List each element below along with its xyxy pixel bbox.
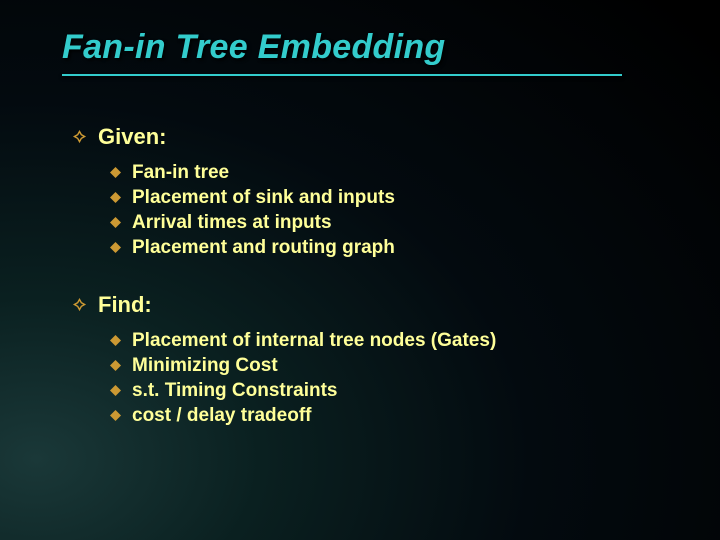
item-text: Arrival times at inputs: [132, 212, 332, 233]
item-text: s.t. Timing Constraints: [132, 380, 338, 401]
item-text: Fan-in tree: [132, 162, 229, 183]
diamond-bullet-icon: [110, 335, 121, 346]
item-text: Placement of internal tree nodes (Gates): [132, 330, 496, 351]
bullet-level2: cost / delay tradeoff: [110, 405, 670, 427]
item-text: Minimizing Cost: [132, 355, 278, 376]
clover-bullet-icon: [72, 129, 87, 144]
diamond-bullet-icon: [110, 192, 121, 203]
bullet-level2: Placement and routing graph: [110, 237, 670, 259]
bullet-level2: Placement of sink and inputs: [110, 187, 670, 209]
bullet-level1: Given:: [72, 124, 670, 150]
bullet-level2: Fan-in tree: [110, 162, 670, 184]
diamond-bullet-icon: [110, 167, 121, 178]
bullet-level2: Arrival times at inputs: [110, 212, 670, 234]
bullet-level2: s.t. Timing Constraints: [110, 380, 670, 402]
bullet-level2: Minimizing Cost: [110, 355, 670, 377]
bullet-level2: Placement of internal tree nodes (Gates): [110, 330, 670, 352]
section-label: Given:: [98, 124, 166, 149]
diamond-bullet-icon: [110, 360, 121, 371]
bullet-level1: Find:: [72, 292, 670, 318]
slide: Fan-in Tree Embedding Given: Fan-in tree…: [0, 0, 720, 540]
item-text: Placement and routing graph: [132, 237, 395, 258]
diamond-bullet-icon: [110, 410, 121, 421]
clover-bullet-icon: [72, 297, 87, 312]
slide-content: Given: Fan-in tree Placement of sink and…: [62, 76, 670, 460]
diamond-bullet-icon: [110, 385, 121, 396]
item-text: Placement of sink and inputs: [132, 187, 395, 208]
item-text: cost / delay tradeoff: [132, 405, 312, 426]
sub-bullet-group: Fan-in tree Placement of sink and inputs…: [72, 156, 670, 292]
diamond-bullet-icon: [110, 242, 121, 253]
slide-title: Fan-in Tree Embedding: [62, 28, 670, 67]
diamond-bullet-icon: [110, 217, 121, 228]
sub-bullet-group: Placement of internal tree nodes (Gates)…: [72, 324, 670, 460]
section-label: Find:: [98, 292, 152, 317]
